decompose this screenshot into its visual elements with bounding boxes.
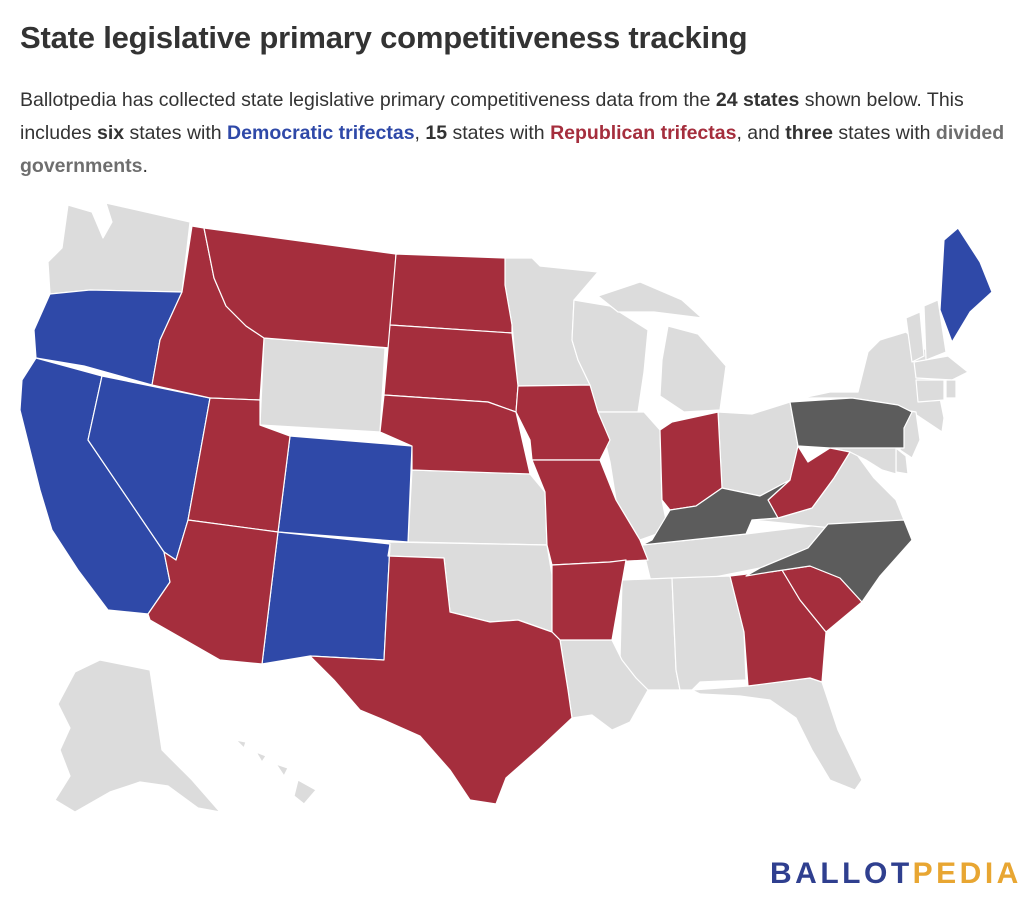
state-nebraska [379,394,531,475]
republican-trifectas-label: Republican trifectas [550,122,737,144]
subtitle-text: states with [447,122,551,144]
state-michigan [597,281,727,413]
state-kansas [407,469,548,546]
state-washington [47,202,191,295]
state-north-carolina [745,519,913,603]
state-massachusetts [913,355,969,381]
us-states-map [19,202,993,813]
state-shapes [19,202,993,813]
ballotpedia-logo: BALLOTPEDIA [770,857,1022,891]
democratic-count: six [96,122,125,144]
state-vermont [905,311,925,363]
logo-part-pedia: PEDIA [912,857,1022,890]
subtitle-text: shown below. This includes [20,89,964,144]
subtitle-text: Ballotpedia has collected state legislat… [20,89,716,111]
page-title: State legislative primary competitivenes… [20,20,748,55]
state-north-dakota [389,253,513,334]
state-arizona [147,519,279,665]
subtitle: Ballotpedia has collected state legislat… [20,84,1010,183]
divided-governments-label: divided governments [20,122,1005,177]
state-colorado [277,435,413,543]
state-new-mexico [261,531,391,665]
state-pennsylvania [789,397,913,449]
subtitle-text: , [414,122,426,144]
democratic-trifectas-label: Democratic trifectas [227,122,415,144]
total-states-count: 24 states [715,89,800,111]
subtitle-text: , and [736,122,786,144]
republican-count: 15 [425,122,448,144]
state-connecticut [915,379,945,403]
state-alaska [54,659,221,813]
state-new-hampshire [923,299,947,361]
state-missouri [531,459,649,566]
subtitle-text: states with [124,122,228,144]
state-kentucky [641,479,791,546]
subtitle-text: . [142,155,148,177]
state-arkansas [551,559,627,641]
state-wyoming [259,337,386,433]
subtitle-text: states with [832,122,936,144]
state-hawaii [235,739,317,805]
divided-count: three [785,122,833,144]
state-florida [691,677,863,791]
state-texas [309,543,573,805]
state-maine [939,227,993,343]
logo-part-ballot: BALLOT [770,857,913,890]
state-rhode-island [945,379,957,399]
